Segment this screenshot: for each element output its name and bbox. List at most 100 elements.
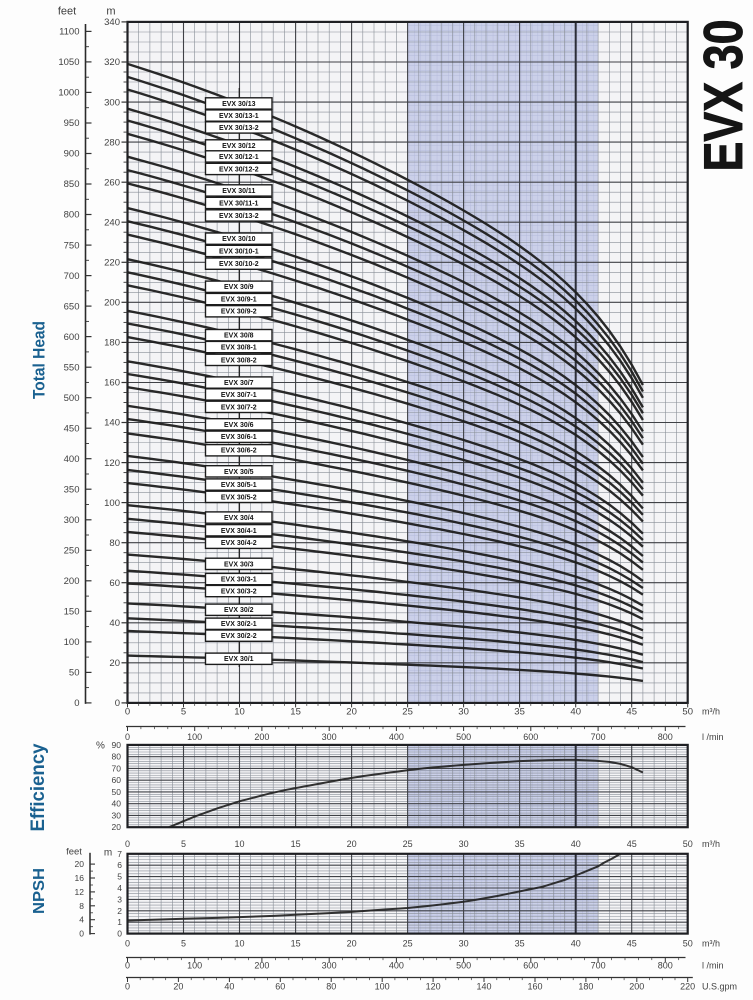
svg-text:350: 350: [64, 484, 80, 495]
svg-text:EVX 30/5-1: EVX 30/5-1: [221, 482, 257, 489]
svg-text:EVX 30/4: EVX 30/4: [224, 515, 254, 522]
svg-text:300: 300: [322, 732, 337, 742]
svg-text:EVX 30/6-1: EVX 30/6-1: [221, 434, 257, 441]
svg-text:20: 20: [109, 658, 120, 669]
svg-text:0: 0: [125, 732, 130, 742]
svg-text:feet: feet: [58, 6, 76, 18]
svg-text:20: 20: [347, 839, 357, 849]
svg-text:EVX 30/2-2: EVX 30/2-2: [221, 633, 257, 640]
svg-text:500: 500: [456, 732, 471, 742]
svg-text:30: 30: [458, 707, 469, 718]
svg-text:l /min: l /min: [702, 961, 724, 971]
svg-text:0: 0: [125, 939, 130, 949]
svg-text:90: 90: [112, 740, 122, 750]
svg-text:200: 200: [64, 576, 80, 587]
svg-text:850: 850: [64, 179, 80, 190]
svg-text:600: 600: [523, 732, 538, 742]
svg-text:5: 5: [117, 872, 122, 882]
svg-text:100: 100: [187, 961, 202, 971]
svg-text:250: 250: [64, 546, 80, 557]
svg-text:700: 700: [591, 732, 606, 742]
svg-text:40: 40: [112, 799, 122, 809]
svg-text:m³/h: m³/h: [702, 939, 720, 949]
svg-text:m: m: [104, 848, 112, 859]
svg-text:700: 700: [591, 961, 606, 971]
svg-text:500: 500: [456, 961, 471, 971]
svg-text:50: 50: [682, 707, 693, 718]
svg-text:12: 12: [75, 887, 85, 897]
svg-text:16: 16: [75, 873, 85, 883]
svg-text:EVX 30: EVX 30: [692, 20, 753, 172]
svg-text:35: 35: [515, 939, 525, 949]
svg-text:EVX 30/7: EVX 30/7: [224, 380, 254, 387]
svg-text:EVX 30/8-2: EVX 30/8-2: [221, 357, 257, 364]
svg-text:EVX 30/8-1: EVX 30/8-1: [221, 345, 257, 352]
svg-text:40: 40: [224, 982, 234, 992]
svg-text:EVX 30/13-2: EVX 30/13-2: [219, 125, 259, 132]
svg-text:8: 8: [79, 901, 84, 911]
svg-text:5: 5: [181, 939, 186, 949]
svg-text:160: 160: [527, 982, 542, 992]
svg-text:45: 45: [627, 839, 637, 849]
svg-text:EVX 30/3-1: EVX 30/3-1: [221, 577, 257, 584]
svg-text:10: 10: [234, 939, 244, 949]
svg-text:EVX 30/9-2: EVX 30/9-2: [221, 309, 257, 316]
svg-text:6: 6: [117, 860, 122, 870]
svg-text:240: 240: [104, 217, 120, 228]
svg-text:20: 20: [75, 859, 85, 869]
svg-text:20: 20: [173, 982, 183, 992]
svg-text:200: 200: [254, 961, 269, 971]
svg-text:EVX 30/12: EVX 30/12: [222, 143, 256, 150]
svg-text:7: 7: [117, 849, 122, 859]
svg-text:180: 180: [578, 982, 593, 992]
svg-text:750: 750: [64, 240, 80, 251]
svg-text:300: 300: [64, 515, 80, 526]
svg-text:650: 650: [64, 301, 80, 312]
svg-text:50: 50: [683, 839, 693, 849]
svg-text:0: 0: [125, 982, 130, 992]
svg-text:EVX 30/13: EVX 30/13: [222, 101, 256, 108]
svg-text:EVX 30/10-1: EVX 30/10-1: [219, 249, 259, 256]
svg-text:m³/h: m³/h: [702, 707, 720, 717]
svg-text:10: 10: [234, 707, 245, 718]
svg-text:30: 30: [459, 839, 469, 849]
svg-text:0: 0: [125, 961, 130, 971]
svg-text:40: 40: [571, 839, 581, 849]
svg-text:Total Head: Total Head: [31, 321, 49, 399]
svg-text:600: 600: [523, 961, 538, 971]
svg-text:EVX 30/13-2: EVX 30/13-2: [219, 213, 259, 220]
svg-text:700: 700: [64, 271, 80, 282]
svg-text:140: 140: [104, 418, 120, 429]
svg-text:80: 80: [112, 752, 122, 762]
svg-text:140: 140: [476, 982, 491, 992]
svg-text:800: 800: [658, 961, 673, 971]
svg-text:35: 35: [515, 839, 525, 849]
svg-text:%: %: [96, 741, 105, 752]
svg-text:EVX 30/1: EVX 30/1: [224, 656, 254, 663]
svg-text:EVX 30/12-2: EVX 30/12-2: [219, 167, 259, 174]
svg-text:100: 100: [187, 732, 202, 742]
svg-text:800: 800: [658, 732, 673, 742]
svg-text:1100: 1100: [59, 27, 79, 38]
svg-text:30: 30: [459, 939, 469, 949]
svg-text:NPSH: NPSH: [31, 868, 48, 914]
svg-text:900: 900: [64, 149, 80, 160]
svg-text:0: 0: [117, 929, 122, 939]
svg-text:50: 50: [683, 939, 693, 949]
svg-text:300: 300: [104, 97, 120, 108]
svg-text:25: 25: [403, 939, 413, 949]
svg-text:EVX 30/3: EVX 30/3: [224, 561, 254, 568]
svg-text:200: 200: [104, 298, 120, 309]
svg-text:0: 0: [115, 698, 120, 709]
svg-text:EVX 30/6: EVX 30/6: [224, 422, 254, 429]
svg-text:100: 100: [375, 982, 390, 992]
svg-text:EVX 30/4-1: EVX 30/4-1: [221, 528, 257, 535]
svg-text:2: 2: [117, 906, 122, 916]
svg-text:Efficiency: Efficiency: [28, 743, 49, 831]
svg-text:20: 20: [347, 939, 357, 949]
svg-text:EVX 30/9: EVX 30/9: [224, 284, 254, 291]
svg-text:feet: feet: [66, 847, 82, 858]
svg-text:15: 15: [291, 839, 301, 849]
svg-text:EVX 30/10-2: EVX 30/10-2: [219, 261, 259, 268]
svg-text:60: 60: [109, 578, 120, 589]
